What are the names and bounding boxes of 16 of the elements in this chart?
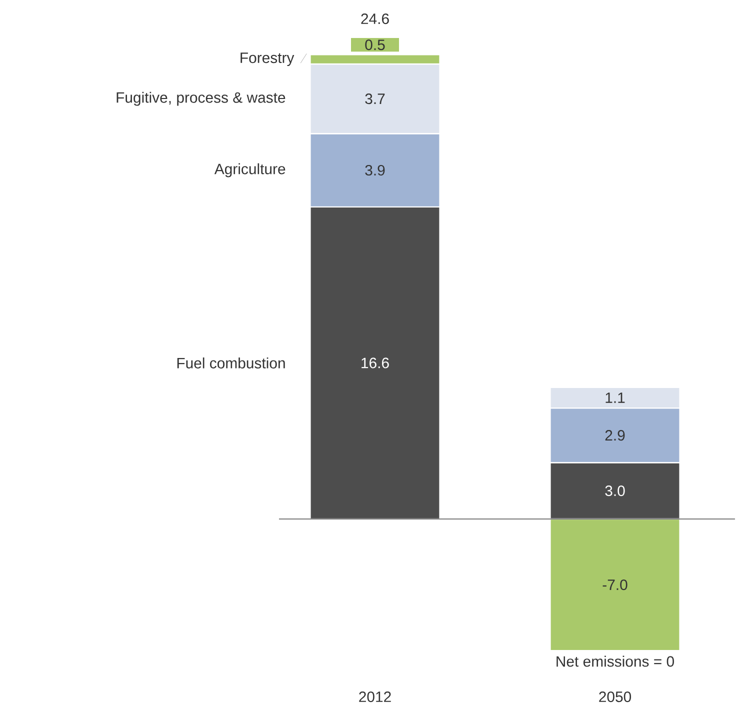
series-label: Fugitive, process & waste	[116, 92, 286, 106]
annotation: Net emissions = 0	[556, 656, 674, 667]
series-label: Agriculture	[214, 163, 286, 178]
series-label: Forestry	[240, 52, 294, 66]
total-label: 24.6	[361, 13, 389, 24]
series-label: Fuel combustion	[177, 357, 285, 368]
data-label: 0.5	[365, 40, 385, 50]
data-label: 2.9	[605, 430, 625, 441]
data-label: 3.0	[605, 486, 625, 496]
data-label: 1.1	[606, 392, 625, 403]
data-label: 16.6	[362, 358, 389, 368]
x-tick-label: 2050	[599, 692, 632, 702]
data-label: 3.7	[365, 94, 385, 104]
x-tick-label: 2012	[359, 692, 391, 702]
data-label: 3.9	[365, 164, 385, 176]
data-label: -7.0	[602, 580, 628, 590]
